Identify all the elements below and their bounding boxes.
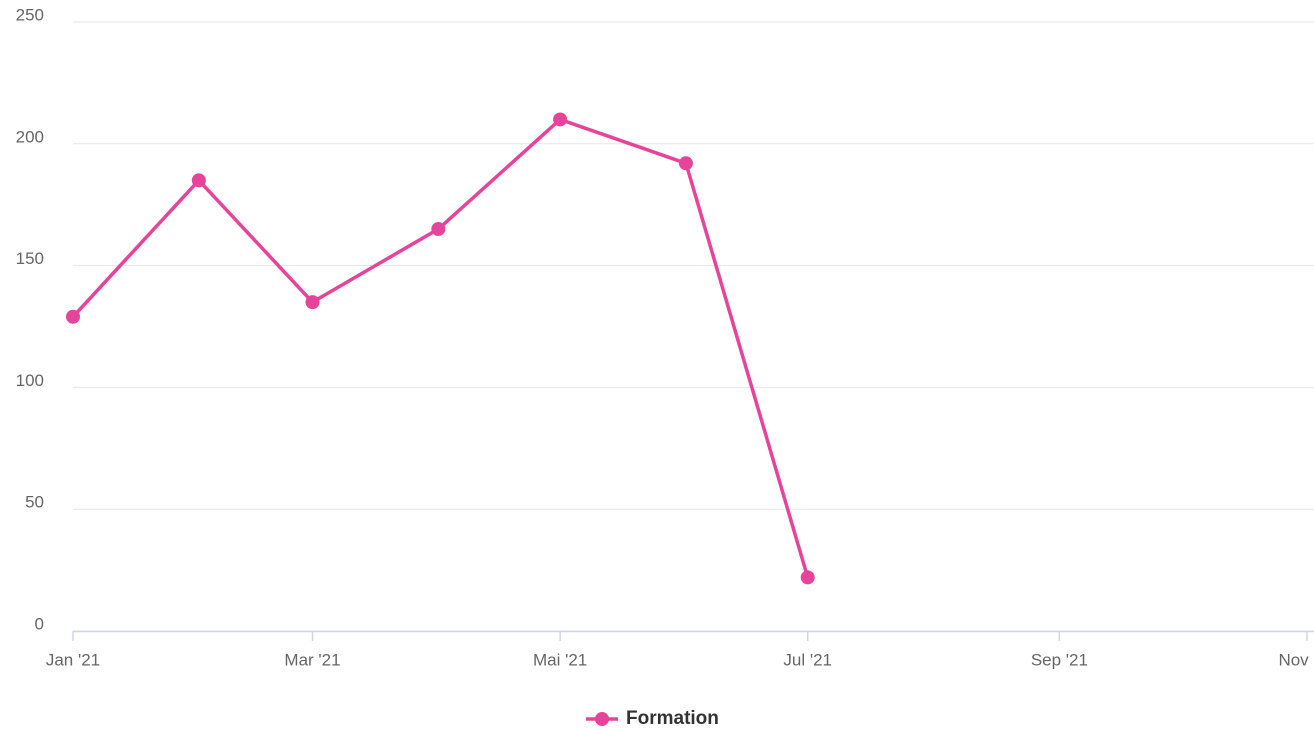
y-tick-label: 0 bbox=[35, 614, 44, 633]
x-tick-label: Jul '21 bbox=[783, 650, 832, 669]
point bbox=[191, 173, 206, 188]
point bbox=[66, 309, 80, 324]
y-tick-label: 200 bbox=[16, 127, 44, 146]
y-tick-label: 100 bbox=[16, 371, 44, 390]
x-tick-label: Jan '21 bbox=[46, 650, 100, 669]
legend-text: Formation bbox=[626, 708, 719, 729]
point bbox=[553, 112, 568, 127]
point bbox=[678, 156, 693, 171]
x-tick-label: Sep '21 bbox=[1031, 650, 1088, 669]
point bbox=[800, 570, 815, 585]
point bbox=[431, 222, 446, 237]
x-tick-label: Mar '21 bbox=[284, 650, 340, 669]
legend-marker bbox=[595, 712, 609, 726]
x-tick-label: Mai '21 bbox=[533, 650, 587, 669]
x-tick-label: Nov '21 bbox=[1278, 650, 1314, 669]
y-tick-label: 150 bbox=[16, 249, 44, 268]
y-tick-label: 250 bbox=[16, 5, 44, 24]
y-tick-label: 50 bbox=[25, 493, 44, 512]
point bbox=[305, 295, 320, 310]
